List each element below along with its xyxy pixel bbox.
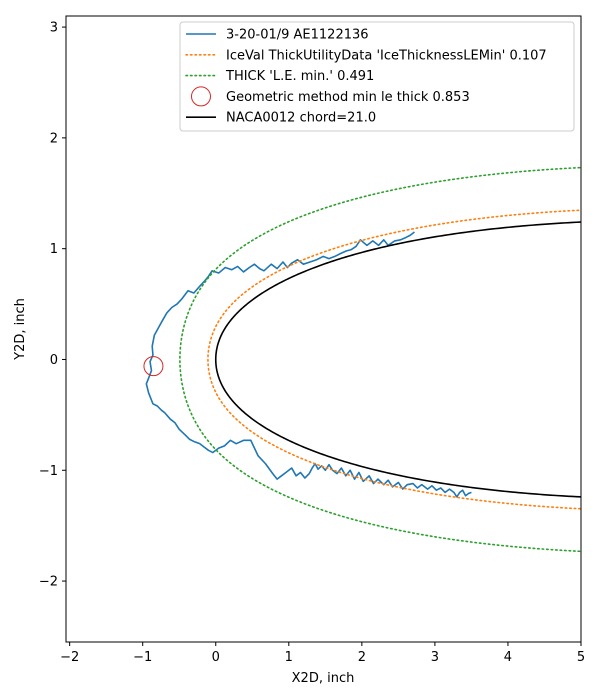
x-tick-label: 5	[577, 650, 585, 665]
y-tick-label: 3	[50, 21, 58, 36]
y-tick-label: −1	[39, 464, 58, 479]
legend: 3-20-01/9 AE1122136 IceVal ThickUtilityDa…	[179, 21, 575, 132]
geometric-min-marker	[143, 356, 164, 377]
legend-label: THICK 'L.E. min.' 0.491	[225, 69, 374, 84]
y-tick-label: 1	[50, 242, 58, 257]
legend-label: NACA0012 chord=21.0	[226, 111, 376, 126]
y-axis-ticks: −2 −1 0 1 2 3	[39, 21, 66, 590]
x-tick-label: −2	[60, 650, 79, 665]
y-tick-label: −2	[39, 575, 58, 590]
series-offset-line-2	[179, 166, 581, 553]
y-tick-label: 0	[50, 353, 58, 368]
x-tick-label: 0	[212, 650, 220, 665]
series-naca0012-line	[214, 221, 581, 498]
plot-curves	[143, 166, 581, 553]
x-tick-label: 4	[504, 650, 512, 665]
x-tick-label: 2	[358, 650, 366, 665]
y-tick-label: 2	[50, 131, 58, 146]
x-axis-label: X2D, inch	[292, 671, 355, 686]
series-offset-line-1	[207, 209, 581, 510]
plot-frame	[65, 15, 582, 643]
x-tick-label: 1	[285, 650, 293, 665]
legend-label: Geometric method min le thick 0.853	[226, 90, 470, 105]
x-tick-label: −1	[133, 650, 152, 665]
y-axis-label: Y2D, inch	[13, 298, 28, 361]
legend-label: IceVal ThickUtilityData 'IceThicknessLEM…	[226, 48, 547, 63]
legend-label: 3-20-01/9 AE1122136	[226, 28, 369, 43]
legend-marker	[191, 86, 211, 107]
x-tick-label: 3	[431, 650, 439, 665]
x-axis-ticks: −2 −1 0 1 2 3 4 5	[60, 642, 585, 665]
legend-box	[179, 21, 575, 132]
